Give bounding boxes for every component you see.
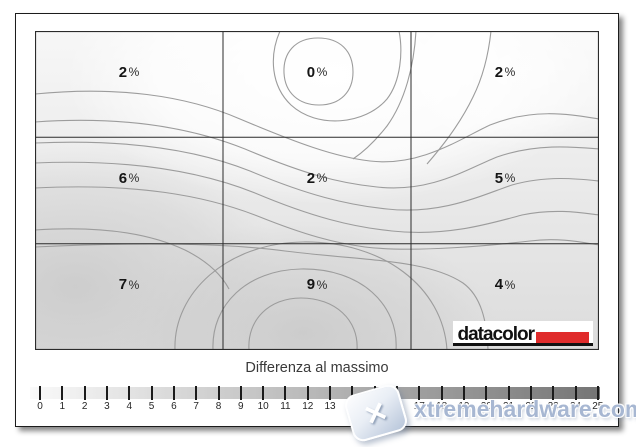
- shade-hotspot: [108, 221, 498, 350]
- colorbar-tick: [500, 386, 518, 400]
- uniformity-report-card: 2% 0% 2% 6% 2%: [15, 13, 619, 427]
- grid-cell-label: 5%: [411, 125, 599, 231]
- colorbar-tick: [388, 386, 406, 400]
- colorbar-tick: [76, 386, 94, 400]
- plot-border: [35, 31, 599, 350]
- colorbar-tick-label: 8: [215, 401, 222, 412]
- cell-unit: %: [316, 171, 328, 186]
- colorbar-tick: [567, 386, 585, 400]
- colorbar-tick: [143, 386, 161, 400]
- cell-value: 4: [494, 276, 504, 294]
- colorbar-tick-label: 22: [525, 401, 537, 412]
- cell-value: 2: [306, 169, 316, 187]
- cell-value: 5: [494, 169, 504, 187]
- colorbar-tick: [276, 386, 294, 400]
- colorbar-tick-label: 2: [81, 401, 88, 412]
- highlight-top-right: [385, 31, 599, 151]
- cell-value: 2: [118, 63, 128, 81]
- cell-unit: %: [128, 277, 140, 292]
- colorbar-tick: [165, 386, 183, 400]
- grid-cell-label: 2%: [411, 19, 599, 125]
- colorbar-tick: [120, 386, 138, 400]
- contour-lines: [35, 31, 599, 350]
- grid-cell-label: 0%: [223, 19, 411, 125]
- contour-plot-canvas: [35, 31, 599, 350]
- colorbar-tick-label: 19: [458, 401, 470, 412]
- colorbar-tick: [433, 386, 451, 400]
- colorbar-tick: [366, 386, 384, 400]
- colorbar-tick-label: 17: [413, 401, 425, 412]
- colorbar-tick-labels: 0 1 2 3 4 5 6 7 8 9: [31, 401, 607, 412]
- grid-cell-label: 7%: [35, 232, 223, 338]
- colorbar-tick-label: 15: [369, 401, 381, 412]
- colorbar-tick: [31, 386, 49, 400]
- colorbar-tick: [589, 386, 607, 400]
- datacolor-logo-text: datacolor: [457, 323, 535, 345]
- colorbar-tick: [321, 386, 339, 400]
- grid-cell-label: 2%: [223, 125, 411, 231]
- cell-unit: %: [504, 65, 516, 80]
- colorbar-tick: [522, 386, 540, 400]
- colorbar-tick: [98, 386, 116, 400]
- colorbar-tick-label: 16: [391, 401, 403, 412]
- colorbar-tick-label: 4: [126, 401, 133, 412]
- colorbar-tick-label: 1: [59, 401, 66, 412]
- cell-value: 6: [118, 169, 128, 187]
- colorbar-tick: [299, 386, 317, 400]
- cell-value: 0: [306, 63, 316, 81]
- colorbar-tick-label: 18: [436, 401, 448, 412]
- colorbar: 0 1 2 3 4 5 6 7 8 9: [30, 386, 603, 412]
- colorbar-tick: [477, 386, 495, 400]
- datacolor-logo: datacolor: [453, 321, 593, 346]
- colorbar-tick-label: 9: [238, 401, 244, 412]
- colorbar-tick: [544, 386, 562, 400]
- cell-labels: 2% 0% 2% 6% 2%: [35, 31, 599, 350]
- cell-unit: %: [316, 277, 328, 292]
- chart-title: Differenza al massimo: [245, 360, 389, 376]
- colorbar-tick-label: 23: [547, 401, 559, 412]
- colorbar-tick-label: 12: [302, 401, 314, 412]
- colorbar-tick-label: 5: [148, 401, 155, 412]
- grid-cell-label: 4%: [411, 232, 599, 338]
- colorbar-tick-label: 6: [171, 401, 177, 412]
- colorbar-tick: [254, 386, 272, 400]
- colorbar-tick: [210, 386, 228, 400]
- cell-value: 7: [118, 276, 128, 294]
- colorbar-tick: [455, 386, 473, 400]
- grid-cell-label: 2%: [35, 19, 223, 125]
- colorbar-tick: [343, 386, 361, 400]
- colorbar-tick-label: 14: [346, 401, 358, 412]
- grid-lines: [35, 31, 599, 350]
- cell-unit: %: [128, 65, 140, 80]
- colorbar-tick: [410, 386, 428, 400]
- colorbar-tick-label: 20: [480, 401, 492, 412]
- colorbar-ticks: [31, 386, 607, 400]
- cell-value: 9: [306, 276, 316, 294]
- colorbar-tick-label: 7: [193, 401, 199, 412]
- colorbar-tick-label: 21: [503, 401, 515, 412]
- colorbar-tick-label: 13: [324, 401, 336, 412]
- contour-plot: 2% 0% 2% 6% 2%: [35, 31, 599, 350]
- colorbar-tick: [232, 386, 250, 400]
- colorbar-tick: [187, 386, 205, 400]
- grid-cell-label: 9%: [223, 232, 411, 338]
- colorbar-tick-label: 10: [257, 401, 269, 412]
- colorbar-gradient: [30, 387, 600, 399]
- cell-unit: %: [316, 65, 328, 80]
- colorbar-tick-label: 25: [592, 401, 604, 412]
- colorbar-tick-label: 11: [280, 401, 291, 412]
- cell-value: 2: [494, 63, 504, 81]
- cell-unit: %: [128, 171, 140, 186]
- colorbar-tick: [53, 386, 71, 400]
- cell-unit: %: [504, 171, 516, 186]
- colorbar-tick-label: 0: [37, 401, 43, 412]
- colorbar-tick-label: 24: [569, 401, 582, 412]
- datacolor-logo-redbar: [536, 332, 589, 343]
- grid-cell-label: 6%: [35, 125, 223, 231]
- cell-unit: %: [504, 277, 516, 292]
- colorbar-tick-label: 3: [104, 401, 110, 412]
